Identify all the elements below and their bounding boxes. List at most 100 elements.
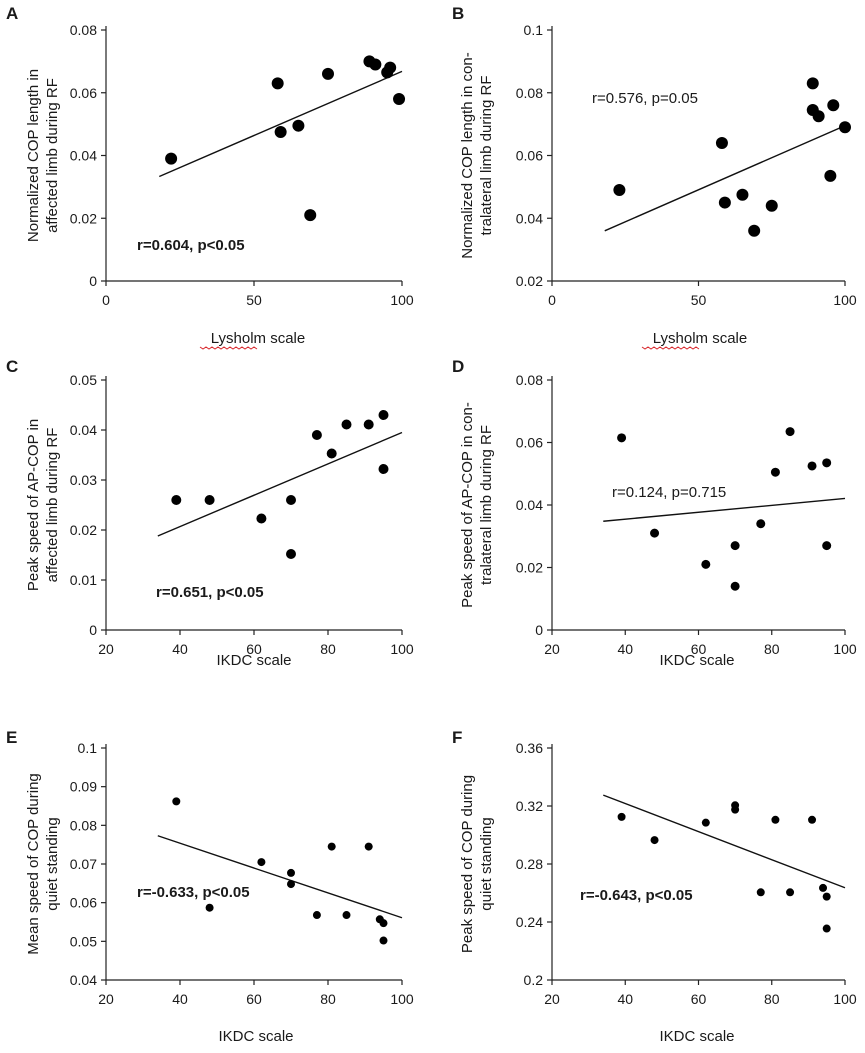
y-tick-label: 0.05 [70,933,97,949]
regression-line [159,70,403,178]
data-point [378,410,389,420]
data-point [204,495,215,505]
data-point [808,815,817,824]
data-point [613,184,626,197]
x-tick-label: 20 [544,641,560,657]
data-point [274,125,287,138]
y-tick-label: 0.02 [70,522,97,538]
correlation-annotation: r=0.124, p=0.715 [612,484,726,501]
y-tick-label: 0.04 [70,422,97,438]
y-tick-label: 0.06 [70,85,97,101]
y-tick-label: 0.28 [516,856,543,872]
y-axis-title-line: Peak speed of COP during [459,775,476,953]
x-tick-label: 20 [544,991,560,1007]
y-tick-label: 0.02 [516,273,543,289]
data-point [322,67,334,80]
x-axis-title: IKDC scale [659,1028,734,1045]
x-tick-label: 0 [548,292,556,308]
x-tick-label: 40 [617,641,633,657]
spellcheck-underline [199,346,258,350]
data-point [205,903,214,912]
data-point [312,911,321,920]
data-point [765,199,778,212]
regression-line [603,794,846,889]
x-axis-title: Lysholm scale [653,330,747,347]
data-point [171,495,182,505]
y-tick-label: 0.1 [78,740,98,756]
correlation-annotation: r=0.604, p<0.05 [137,237,245,254]
y-axis-title-line: Normalized COP length in [25,69,42,242]
data-point [311,430,322,440]
y-axis-title-line: tralateral limb during RF [478,75,495,235]
data-point [822,924,831,933]
y-tick-label: 0.2 [524,972,544,988]
y-tick-label: 0.06 [516,435,543,451]
y-tick-label: 0 [535,622,543,638]
x-axis-title: Lysholm scale [211,330,305,347]
data-point [617,812,626,821]
data-point [824,169,837,182]
data-point [736,188,749,201]
x-tick-label: 60 [691,991,707,1007]
y-tick-label: 0.24 [516,914,543,930]
regression-line [157,431,403,537]
data-point [326,448,337,459]
correlation-annotation: r=0.576, p=0.05 [592,90,698,107]
data-point [730,541,740,551]
x-tick-label: 80 [320,991,336,1007]
data-point [363,419,374,430]
y-tick-label: 0.04 [516,497,543,513]
y-tick-label: 0.04 [516,210,543,226]
correlation-annotation: r=-0.633, p<0.05 [137,884,250,901]
x-axis-title: IKDC scale [216,652,291,669]
data-point [650,836,659,845]
y-tick-label: 0.04 [70,148,97,164]
panel-letter: B [452,4,464,23]
data-point [731,805,740,814]
x-tick-label: 60 [246,991,262,1007]
data-point [369,58,382,71]
x-tick-label: 50 [691,292,707,308]
data-point [286,549,296,559]
panel-letter: D [452,357,464,376]
data-point [257,858,266,867]
y-tick-label: 0.32 [516,798,543,814]
y-axis-title-line: affected limb during RF [44,428,61,583]
panel-d: D 0 0.02 0.04 0.06 0.08 20 40 60 80 100 IKDC scale P… [452,357,857,669]
data-point [165,152,178,165]
data-point [287,868,295,877]
y-tick-label: 0.02 [70,210,97,226]
data-point [172,797,181,806]
data-point [827,99,840,112]
panel-c: C 0 0.01 0.02 0.03 0.04 0.05 20 40 60 80 100 IKDC sc… [6,357,414,669]
y-tick-label: 0.08 [70,22,97,38]
x-tick-label: 20 [98,641,114,657]
y-axis-title-line: Peak speed of AP-COP in [25,419,42,591]
x-tick-label: 20 [98,991,114,1007]
y-tick-label: 0.04 [70,972,97,988]
x-tick-label: 40 [617,991,633,1007]
panel-letter: E [6,728,17,747]
data-point [786,888,795,897]
y-axis-title-line: Peak speed of AP-COP in con- [459,402,476,608]
data-point [286,495,296,505]
y-tick-label: 0.06 [516,148,543,164]
y-tick-label: 0.08 [70,817,97,833]
y-tick-label: 0 [89,622,97,638]
x-tick-label: 100 [390,991,414,1007]
y-axis-title-line: Mean speed of COP during [25,773,42,955]
data-point [822,541,832,551]
data-point [256,513,267,524]
y-tick-label: 0.08 [516,85,543,101]
regression-line [603,497,846,522]
x-tick-label: 40 [172,991,188,1007]
y-tick-label: 0.01 [70,572,97,588]
x-tick-label: 0 [102,292,110,308]
y-tick-label: 0.05 [70,372,97,388]
y-axis-title-line: Normalized COP length in con- [459,52,476,258]
y-tick-label: 0.06 [70,895,97,911]
x-tick-label: 50 [246,292,262,308]
data-point [701,559,711,569]
data-point [364,842,373,851]
